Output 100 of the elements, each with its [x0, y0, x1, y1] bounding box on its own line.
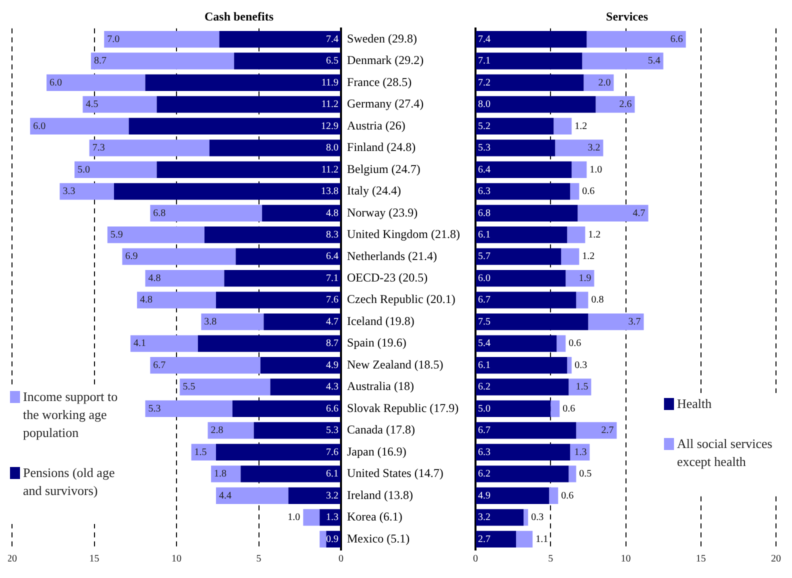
bar — [572, 161, 587, 178]
data-label: 1.3 — [326, 512, 339, 524]
bar — [476, 356, 568, 374]
data-label: 0.5 — [579, 468, 592, 480]
bar — [320, 530, 326, 548]
data-label: 5.2 — [478, 120, 490, 132]
data-label: 1.5 — [194, 446, 207, 458]
bar — [130, 335, 198, 352]
bar — [596, 96, 635, 113]
bar — [476, 183, 570, 200]
bar — [555, 140, 604, 156]
bar — [74, 161, 157, 178]
y-tick-label: Norway (23.9) — [347, 205, 418, 220]
bar — [150, 356, 260, 374]
data-label: 6.2 — [478, 382, 490, 393]
bar — [586, 30, 686, 48]
bar — [549, 487, 558, 504]
data-label: 0.6 — [562, 403, 576, 414]
data-label: 7.5 — [478, 316, 490, 328]
data-label: 6.7 — [153, 360, 166, 371]
x-tick-label: 20 — [771, 554, 781, 565]
data-label: 4.1 — [133, 338, 146, 350]
data-label: 6.1 — [478, 229, 490, 240]
data-label: 5.0 — [478, 403, 490, 414]
data-label: 0.6 — [568, 338, 582, 350]
bar — [476, 226, 568, 244]
data-label: 4.8 — [140, 294, 153, 306]
x-tick-label: 15 — [696, 554, 706, 565]
bar — [89, 140, 210, 156]
bar — [476, 509, 524, 526]
chart-title: Cash benefits — [204, 9, 274, 24]
data-label: 4.5 — [86, 99, 98, 110]
data-label: 5.9 — [110, 229, 123, 240]
bar — [260, 356, 341, 374]
y-tick-label: Iceland (19.8) — [347, 314, 414, 328]
bar — [476, 530, 516, 548]
bar — [568, 378, 592, 396]
data-label: 11.9 — [321, 77, 339, 88]
bar — [232, 400, 341, 418]
y-tick-label: Korea (6.1) — [347, 510, 402, 524]
data-label: 2.0 — [598, 77, 611, 88]
data-label: 0.9 — [326, 534, 339, 545]
data-label: 6.8 — [478, 208, 490, 219]
bar — [476, 204, 578, 222]
bar — [107, 226, 204, 244]
bar — [145, 270, 224, 287]
bar — [201, 313, 264, 330]
bar — [191, 444, 216, 461]
bar — [476, 400, 551, 418]
bar — [567, 226, 586, 244]
data-label: 6.7 — [478, 425, 490, 436]
bar — [568, 466, 576, 482]
bar — [114, 183, 341, 200]
data-label: 8.0 — [326, 142, 339, 154]
data-label: 6.5 — [326, 56, 339, 67]
bar — [566, 270, 594, 287]
bar — [262, 204, 341, 222]
data-label: 1.2 — [582, 251, 595, 262]
bar — [150, 204, 262, 222]
data-label: 7.6 — [326, 294, 339, 306]
x-tick-label: 10 — [172, 554, 182, 565]
data-label: 5.3 — [148, 403, 161, 414]
bar — [60, 183, 114, 200]
data-label: 4.3 — [326, 382, 339, 393]
chart-title: Services — [606, 9, 648, 24]
data-label: 3.2 — [478, 512, 490, 524]
bar — [476, 292, 576, 308]
x-tick-label: 15 — [89, 554, 100, 565]
data-label: 6.0 — [33, 120, 46, 132]
y-tick-label: Austria (26) — [347, 118, 406, 132]
bar — [476, 161, 572, 178]
legend-label: Health — [677, 395, 712, 413]
data-label: 6.0 — [50, 77, 62, 88]
bar — [46, 74, 146, 92]
data-label: 7.2 — [478, 77, 490, 88]
data-label: 5.3 — [478, 142, 490, 154]
bar — [209, 140, 341, 156]
y-tick-label: United Kingdom (21.8) — [347, 227, 460, 242]
y-tick-label: Germany (27.4) — [347, 96, 424, 111]
bar — [288, 487, 341, 504]
bar — [476, 422, 576, 439]
data-label: 5.7 — [478, 251, 490, 262]
bar — [180, 378, 270, 396]
bar — [234, 52, 341, 70]
bar — [476, 378, 569, 396]
y-tick-label: New Zealand (18.5) — [347, 357, 444, 372]
data-label: 1.0 — [288, 512, 300, 524]
x-tick-label: 5 — [548, 554, 554, 565]
bar — [156, 96, 341, 113]
data-label: 0.6 — [561, 490, 574, 502]
bar — [550, 400, 560, 418]
bar — [476, 74, 584, 92]
data-label: 2.6 — [619, 99, 632, 110]
bar — [264, 313, 341, 330]
bar — [516, 530, 533, 548]
data-label: 3.7 — [628, 316, 641, 328]
data-label: 4.8 — [326, 208, 339, 219]
bar — [476, 140, 556, 156]
data-label: 6.8 — [153, 208, 166, 219]
y-tick-label: Japan (16.9) — [347, 444, 406, 458]
